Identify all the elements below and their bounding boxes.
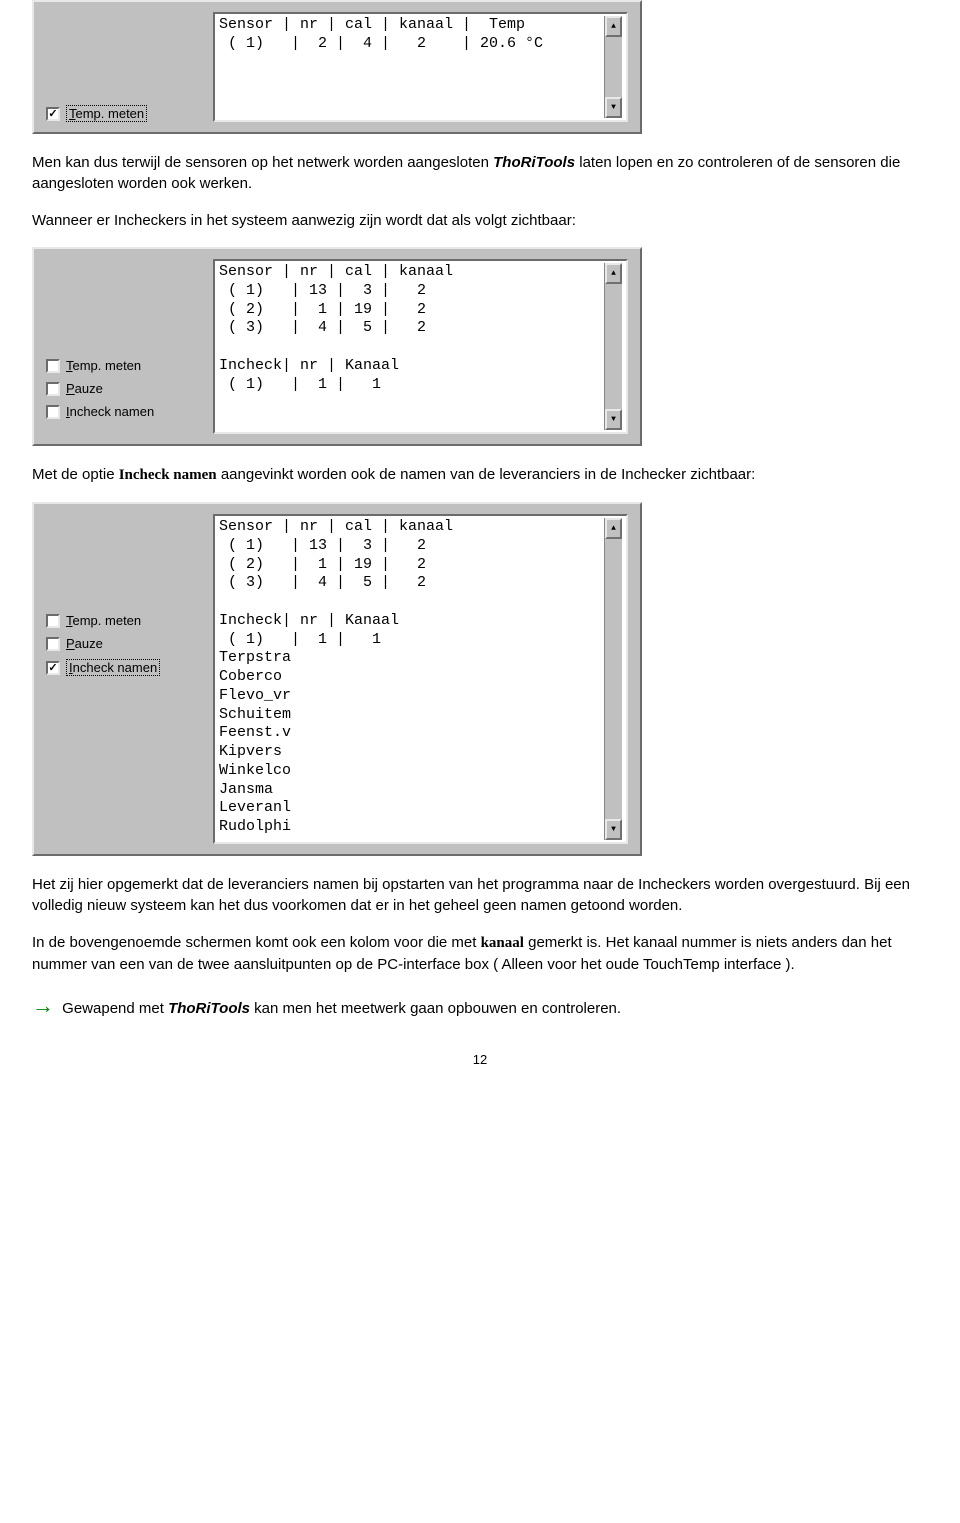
scroll-up-icon[interactable]: ▲ [605, 518, 622, 539]
scroll-down-icon[interactable]: ▼ [605, 819, 622, 840]
checkbox-incheck-namen[interactable]: ✓ Incheck namen [46, 659, 160, 676]
checkbox-temp-meten[interactable]: ✓ Temp. meten [46, 105, 147, 122]
page-number: 12 [32, 1052, 928, 1067]
listbox-content: Sensor | nr | cal | kanaal ( 1) | 13 | 3… [219, 518, 604, 840]
checkbox-pauze[interactable]: Pauze [46, 381, 154, 396]
checkbox-box [46, 614, 60, 628]
checkbox-temp-meten[interactable]: Temp. meten [46, 358, 154, 373]
checkbox-incheck-namen[interactable]: Incheck namen [46, 404, 154, 419]
scroll-down-icon[interactable]: ▼ [605, 97, 622, 118]
sensor-panel-3: Temp. meten Pauze ✓ Incheck namen Sensor… [32, 502, 642, 856]
scrollbar[interactable]: ▲ ▼ [604, 518, 622, 840]
text: kan men het meetwerk gaan opbouwen en co… [250, 1000, 621, 1017]
text: Met de optie [32, 466, 119, 483]
sensor-panel-2: Temp. meten Pauze Incheck namen Sensor |… [32, 247, 642, 446]
checkbox-temp-meten[interactable]: Temp. meten [46, 613, 160, 628]
text: In de bovengenoemde schermen komt ook ee… [32, 934, 481, 951]
text-em: ThoRiTools [168, 1000, 250, 1017]
checkbox-label: Temp. meten [66, 105, 147, 122]
scrollbar[interactable]: ▲ ▼ [604, 16, 622, 118]
text-term: Incheck namen [119, 467, 217, 483]
text: Gewapend met [58, 1000, 168, 1017]
scroll-track[interactable] [605, 539, 622, 819]
paragraph-3: Met de optie Incheck namen aangevinkt wo… [32, 464, 928, 486]
text: aangevinkt worden ook de namen van de le… [217, 466, 756, 483]
scroll-track[interactable] [605, 284, 622, 409]
checkbox-box [46, 405, 60, 419]
scroll-up-icon[interactable]: ▲ [605, 263, 622, 284]
paragraph-4: Het zij hier opgemerkt dat de leverancie… [32, 874, 928, 916]
sensor-listbox-3[interactable]: Sensor | nr | cal | kanaal ( 1) | 13 | 3… [213, 514, 628, 844]
checkbox-label: Temp. meten [66, 358, 141, 373]
checkbox-box [46, 359, 60, 373]
checkbox-label: Temp. meten [66, 613, 141, 628]
text-term: kanaal [481, 935, 524, 951]
checkbox-box: ✓ [46, 661, 60, 675]
text-em: ThoRiTools [493, 154, 575, 171]
checkbox-box: ✓ [46, 107, 60, 121]
listbox-content: Sensor | nr | cal | kanaal ( 1) | 13 | 3… [219, 263, 604, 430]
checkbox-label: Pauze [66, 636, 103, 651]
checkbox-pauze[interactable]: Pauze [46, 636, 160, 651]
scroll-down-icon[interactable]: ▼ [605, 409, 622, 430]
paragraph-6: → Gewapend met ThoRiTools kan men het me… [32, 991, 928, 1022]
sensor-panel-1: ✓ Temp. meten Sensor | nr | cal | kanaal… [32, 0, 642, 134]
scroll-up-icon[interactable]: ▲ [605, 16, 622, 37]
sensor-listbox-2[interactable]: Sensor | nr | cal | kanaal ( 1) | 13 | 3… [213, 259, 628, 434]
paragraph-1: Men kan dus terwijl de sensoren op het n… [32, 152, 928, 194]
paragraph-5: In de bovengenoemde schermen komt ook ee… [32, 932, 928, 975]
sensor-listbox-1[interactable]: Sensor | nr | cal | kanaal | Temp ( 1) |… [213, 12, 628, 122]
checkbox-label: Incheck namen [66, 659, 160, 676]
text: Men kan dus terwijl de sensoren op het n… [32, 154, 493, 171]
listbox-content: Sensor | nr | cal | kanaal | Temp ( 1) |… [219, 16, 604, 118]
checkbox-box [46, 637, 60, 651]
paragraph-2: Wanneer er Incheckers in het systeem aan… [32, 210, 928, 231]
scroll-track[interactable] [605, 37, 622, 97]
scrollbar[interactable]: ▲ ▼ [604, 263, 622, 430]
arrow-icon: → [32, 993, 54, 1018]
checkbox-label: Pauze [66, 381, 103, 396]
checkbox-box [46, 382, 60, 396]
checkbox-label: Incheck namen [66, 404, 154, 419]
